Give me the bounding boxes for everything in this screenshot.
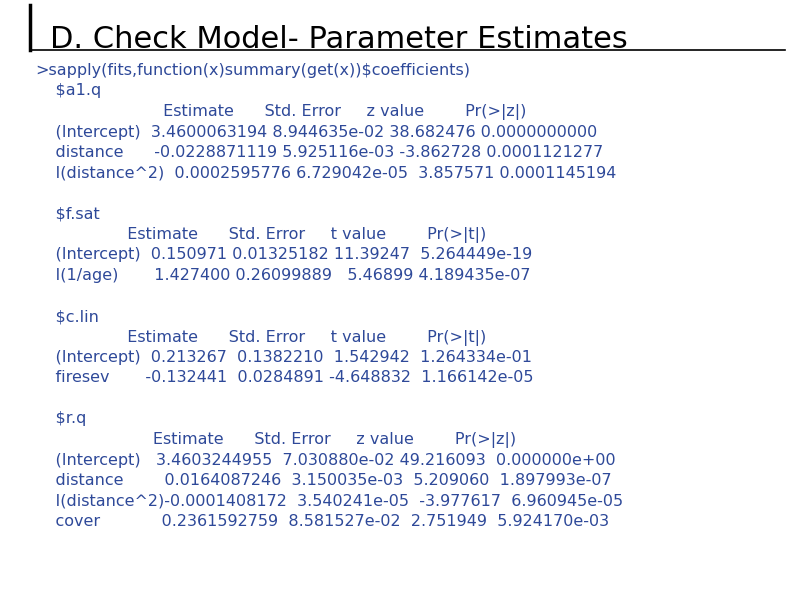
Text: Estimate      Std. Error     t value        Pr(>|t|): Estimate Std. Error t value Pr(>|t|) <box>35 330 486 346</box>
Text: (Intercept)   3.4603244955  7.030880e-02 49.216093  0.000000e+00: (Intercept) 3.4603244955 7.030880e-02 49… <box>35 453 615 468</box>
Text: $f.sat: $f.sat <box>35 206 100 221</box>
Text: I(distance^2)-0.0001408172  3.540241e-05  -3.977617  6.960945e-05: I(distance^2)-0.0001408172 3.540241e-05 … <box>35 493 623 509</box>
Text: I(distance^2)  0.0002595776 6.729042e-05  3.857571 0.0001145194: I(distance^2) 0.0002595776 6.729042e-05 … <box>35 165 616 180</box>
Text: $a1.q: $a1.q <box>35 83 102 99</box>
Text: cover            0.2361592759  8.581527e-02  2.751949  5.924170e-03: cover 0.2361592759 8.581527e-02 2.751949… <box>35 514 609 529</box>
Text: (Intercept)  0.213267  0.1382210  1.542942  1.264334e-01: (Intercept) 0.213267 0.1382210 1.542942 … <box>35 350 532 365</box>
Text: (Intercept)  0.150971 0.01325182 11.39247  5.264449e-19: (Intercept) 0.150971 0.01325182 11.39247… <box>35 248 532 262</box>
Text: D. Check Model- Parameter Estimates: D. Check Model- Parameter Estimates <box>50 25 628 54</box>
Text: distance      -0.0228871119 5.925116e-03 -3.862728 0.0001121277: distance -0.0228871119 5.925116e-03 -3.8… <box>35 145 603 160</box>
Text: I(1/age)       1.427400 0.26099889   5.46899 4.189435e-07: I(1/age) 1.427400 0.26099889 5.46899 4.1… <box>35 268 530 283</box>
Text: $c.lin: $c.lin <box>35 309 99 324</box>
Text: (Intercept)  3.4600063194 8.944635e-02 38.682476 0.0000000000: (Intercept) 3.4600063194 8.944635e-02 38… <box>35 124 597 139</box>
Text: Estimate      Std. Error     t value        Pr(>|t|): Estimate Std. Error t value Pr(>|t|) <box>35 227 486 243</box>
Text: Estimate      Std. Error     z value        Pr(>|z|): Estimate Std. Error z value Pr(>|z|) <box>35 432 516 448</box>
Text: Estimate      Std. Error     z value        Pr(>|z|): Estimate Std. Error z value Pr(>|z|) <box>35 104 526 120</box>
Text: >sapply(fits,function(x)summary(get(x))$coefficients): >sapply(fits,function(x)summary(get(x))$… <box>35 63 470 78</box>
Text: firesev       -0.132441  0.0284891 -4.648832  1.166142e-05: firesev -0.132441 0.0284891 -4.648832 1.… <box>35 371 534 386</box>
Text: distance        0.0164087246  3.150035e-03  5.209060  1.897993e-07: distance 0.0164087246 3.150035e-03 5.209… <box>35 473 611 488</box>
Text: $r.q: $r.q <box>35 412 87 427</box>
